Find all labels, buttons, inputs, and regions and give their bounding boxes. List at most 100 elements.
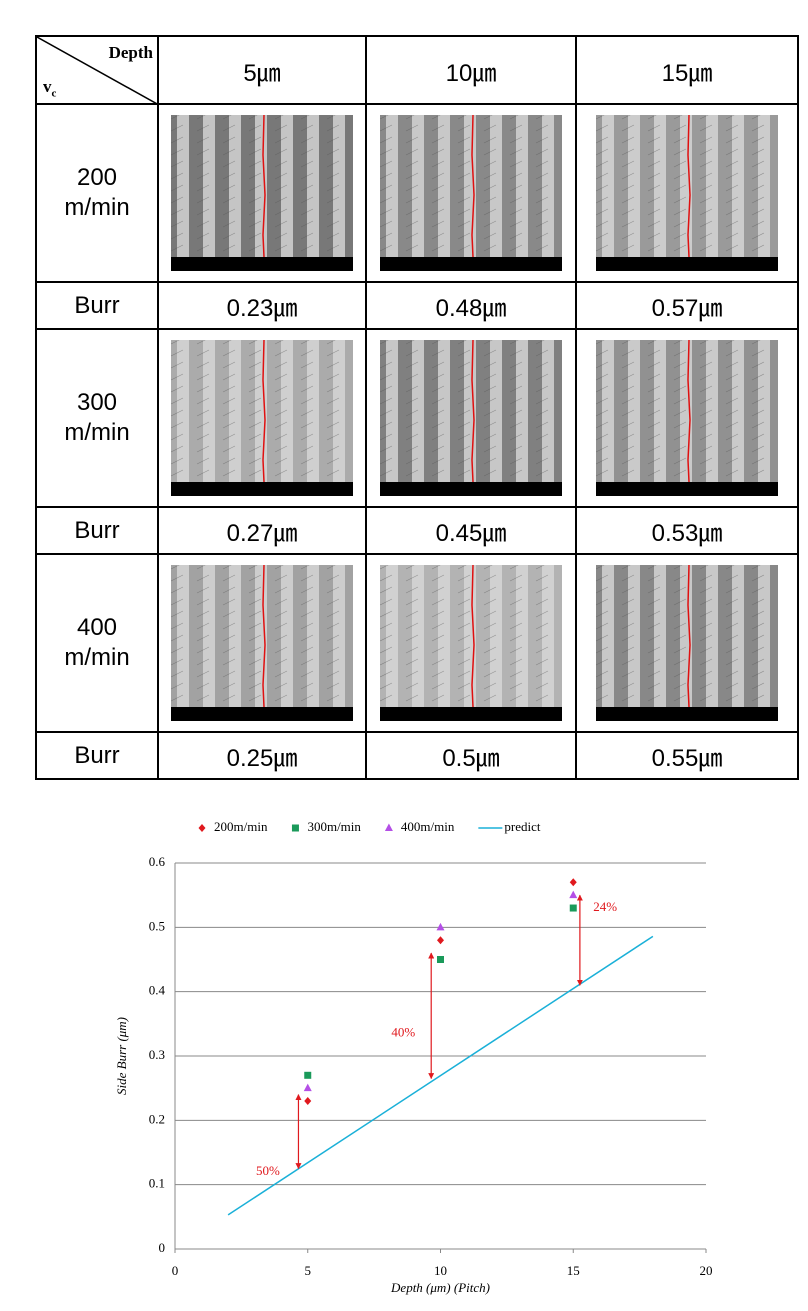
sem-texture [673, 469, 687, 477]
sem-texture [171, 682, 184, 690]
header-row: Depth vc 5㎛ 10㎛ 15㎛ [35, 35, 799, 105]
sem-texture [596, 658, 609, 666]
sem-texture [405, 445, 419, 453]
sem-texture [751, 694, 765, 702]
sem-texture [274, 682, 288, 690]
sem-texture [457, 220, 471, 228]
sem-texture [457, 598, 471, 606]
sem-texture [596, 136, 609, 144]
sem-texture [431, 385, 445, 393]
sem-texture [621, 469, 635, 477]
sem-texture [725, 361, 739, 369]
sem-texture [405, 160, 419, 168]
sem-texture [274, 421, 288, 429]
sem-texture [300, 682, 314, 690]
sem-texture [673, 646, 687, 654]
sem-texture [621, 115, 631, 120]
sem-ridge [333, 340, 345, 482]
sem-texture [431, 574, 445, 582]
sem-texture [196, 646, 210, 654]
image-cell [157, 103, 367, 283]
sem-texture [380, 433, 393, 441]
sem-texture [725, 409, 739, 417]
image-cell [157, 328, 367, 508]
sem-texture [405, 670, 419, 678]
sem-texture [725, 586, 739, 594]
sem-ridge [654, 340, 666, 482]
sem-texture [274, 598, 288, 606]
sem-texture [431, 646, 445, 654]
sem-ridge [628, 565, 640, 707]
sem-texture [621, 208, 635, 216]
sem-ridge [307, 115, 319, 257]
sem-texture [596, 565, 605, 570]
sem-ridge [281, 565, 293, 707]
sem-texture [274, 646, 288, 654]
sem-texture [621, 409, 635, 417]
sem-texture [457, 361, 471, 369]
sem-texture [300, 397, 314, 405]
sem-texture [673, 622, 687, 630]
sem-texture [300, 409, 314, 417]
sem-texture [300, 148, 314, 156]
sem-texture [596, 349, 609, 357]
sem-texture [483, 340, 493, 345]
sem-texture [457, 694, 471, 702]
sem-texture [196, 385, 210, 393]
sem-texture [621, 457, 635, 465]
sem-texture [457, 397, 471, 405]
sem-texture [457, 565, 467, 570]
sem-ridge [438, 340, 450, 482]
sem-texture [673, 586, 687, 594]
sem-texture [457, 385, 471, 393]
sem-marker-line [471, 565, 475, 708]
sem-texture [647, 349, 661, 357]
sem-texture [431, 115, 441, 120]
y-tick-label: 0.3 [149, 1047, 165, 1062]
sem-texture [431, 433, 445, 441]
sem-texture [751, 124, 765, 132]
sem-texture [171, 172, 184, 180]
sem-texture [405, 565, 415, 570]
sem-ridge [386, 340, 398, 482]
sem-texture [171, 445, 184, 453]
sem-texture [405, 115, 415, 120]
sem-texture [380, 658, 393, 666]
sem-texture [647, 148, 661, 156]
sem-texture [596, 694, 609, 702]
sem-texture [300, 646, 314, 654]
sem-texture [431, 670, 445, 678]
sem-texture [699, 397, 713, 405]
sem-texture [699, 385, 713, 393]
sem-texture [196, 124, 210, 132]
sem-texture [300, 349, 314, 357]
sem-texture [274, 160, 288, 168]
sem-texture [535, 586, 549, 594]
sem-ridge [438, 565, 450, 707]
sem-texture [405, 220, 419, 228]
sem-texture [326, 658, 340, 666]
sem-texture [248, 208, 262, 216]
sem-texture [725, 160, 739, 168]
sem-texture [673, 361, 687, 369]
sem-texture [751, 646, 765, 654]
sem-texture [380, 646, 393, 654]
sem-texture [621, 373, 635, 381]
sem-ridge [516, 340, 528, 482]
sem-texture [196, 670, 210, 678]
sem-texture [751, 574, 765, 582]
sem-texture [483, 610, 497, 618]
sem-ridge [732, 115, 744, 257]
sem-texture [509, 220, 523, 228]
sem-texture [647, 196, 661, 204]
sem-texture [596, 361, 609, 369]
sem-texture [535, 397, 549, 405]
sem-texture [274, 184, 288, 192]
sem-marker-line [471, 340, 475, 483]
sem-texture [535, 373, 549, 381]
burr-row: Burr 0.25㎛ 0.5㎛ 0.55㎛ [35, 731, 799, 780]
sem-texture [699, 658, 713, 666]
sem-texture [699, 574, 713, 582]
x-axis-label: Depth (μm) (Pitch) [390, 1280, 490, 1295]
sem-texture [405, 340, 415, 345]
